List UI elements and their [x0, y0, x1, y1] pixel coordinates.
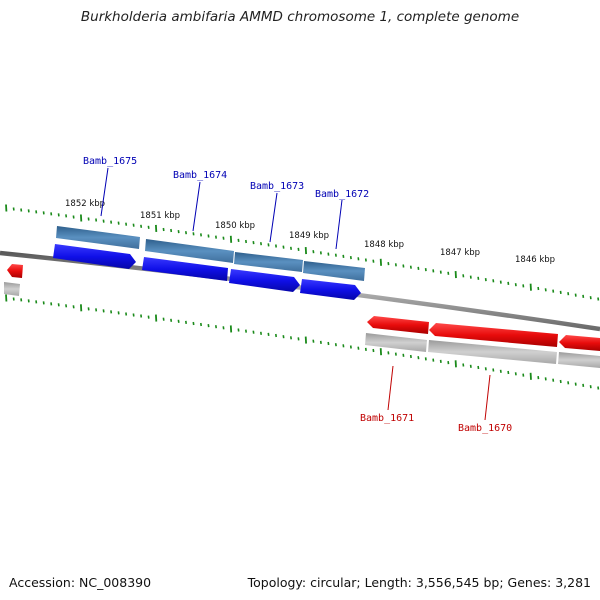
tick-label-1849: 1849 kbp	[289, 231, 329, 241]
accession-text: Accession: NC_008390	[9, 575, 152, 590]
genome-summary-text: Topology: circular; Length: 3,556,545 bp…	[247, 575, 591, 590]
forward-band-1673[interactable]	[234, 252, 303, 272]
gene-arrow-1674[interactable]	[142, 257, 228, 281]
map-title: Burkholderia ambifaria AMMD chromosome 1…	[80, 9, 520, 25]
gene-arrow-1674b[interactable]	[229, 269, 300, 292]
tick-label-1848: 1848 kbp	[364, 240, 404, 250]
gene-arrow-1671[interactable]	[367, 316, 429, 334]
forward-band-track	[56, 226, 365, 281]
forward-band-1672[interactable]	[303, 261, 365, 281]
reverse-gene-track	[7, 264, 600, 351]
gene-arrow-left-edge[interactable]	[7, 264, 23, 278]
forward-band-1674[interactable]	[145, 239, 234, 263]
gene-arrow-1675[interactable]	[53, 244, 136, 269]
gene-label-1671[interactable]: Bamb_1671	[360, 413, 414, 424]
leader-line-1675	[100, 167, 109, 217]
tick-label-1846: 1846 kbp	[515, 255, 555, 265]
leader-line-1673	[269, 192, 278, 243]
reverse-band-track	[4, 282, 600, 368]
tick-label-1847: 1847 kbp	[440, 248, 480, 258]
gene-label-1673[interactable]: Bamb_1673	[250, 181, 304, 192]
gene-label-1670[interactable]: Bamb_1670	[458, 423, 512, 434]
tick-label-1852: 1852 kbp	[65, 199, 105, 209]
reverse-band-1670[interactable]	[428, 340, 557, 364]
leader-line-1671	[387, 365, 394, 411]
forward-gene-track	[53, 244, 361, 300]
reverse-band-left-edge[interactable]	[4, 282, 20, 296]
gene-arrow-right-edge[interactable]	[559, 335, 600, 351]
leader-line-1672	[335, 199, 343, 250]
forward-tick-row	[5, 204, 600, 301]
reverse-band-1671[interactable]	[365, 333, 427, 352]
reverse-band-right-edge[interactable]	[558, 352, 600, 368]
reverse-tick-row	[5, 294, 600, 390]
gene-label-1672[interactable]: Bamb_1672	[315, 189, 369, 200]
leader-line-1670	[484, 374, 491, 421]
forward-band-1675[interactable]	[56, 226, 140, 249]
tick-label-1850: 1850 kbp	[215, 221, 255, 231]
tick-label-1851: 1851 kbp	[140, 211, 180, 221]
gene-label-1674[interactable]: Bamb_1674	[173, 170, 227, 181]
gene-label-1675[interactable]: Bamb_1675	[83, 156, 137, 167]
gene-arrow-1670[interactable]	[429, 323, 558, 347]
gene-arrow-1672[interactable]	[300, 279, 361, 300]
leader-line-1674	[192, 181, 201, 232]
